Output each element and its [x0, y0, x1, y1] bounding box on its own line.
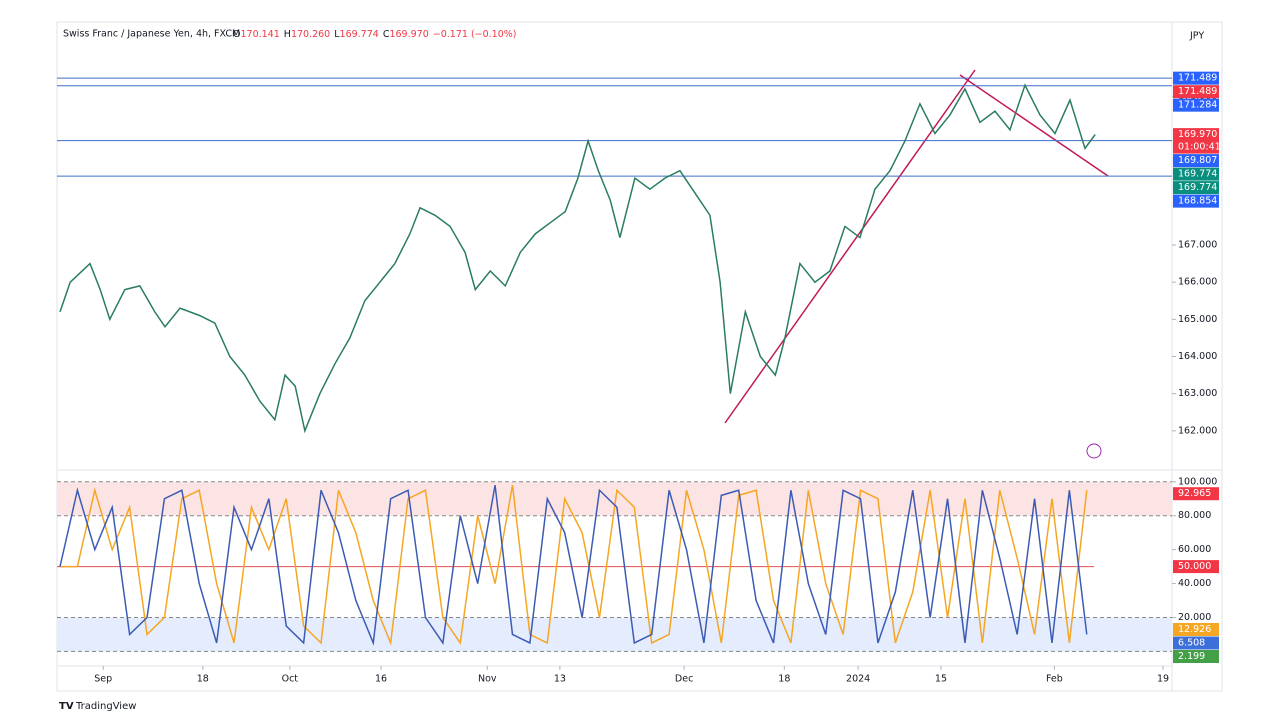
price-label: 169.774 — [1178, 169, 1217, 180]
y-tick-label: 162.000 — [1178, 425, 1217, 436]
x-tick-label: 2024 — [846, 674, 870, 685]
ohlc-key: C — [383, 29, 390, 40]
x-tick-label: 16 — [375, 674, 387, 685]
ohlc-key: H — [284, 29, 291, 40]
currency: JPY — [1189, 31, 1204, 42]
y-tick-label: 166.000 — [1178, 277, 1217, 288]
price-label: 2.199 — [1178, 651, 1205, 662]
series-line — [59, 83, 1096, 434]
x-tick-label: Oct — [282, 674, 299, 685]
ohlc: O170.141 H170.260 L169.774 C169.970 −0.171 (… — [233, 29, 517, 40]
x-tick-label: 18 — [197, 674, 209, 685]
price-label: 168.854 — [1178, 196, 1217, 207]
x-tick-label: Nov — [478, 674, 497, 685]
y-tick-label: 167.000 — [1178, 240, 1217, 251]
price-label: 171.489 — [1178, 86, 1217, 97]
price-label: 169.807 — [1178, 155, 1217, 166]
price-label: 171.284 — [1178, 100, 1217, 111]
countdown: 01:00:41 — [1178, 142, 1221, 153]
brand-logo: TV — [59, 701, 74, 712]
price-label: 171.489 — [1178, 73, 1217, 84]
x-tick-label: Dec — [675, 674, 693, 685]
price-label-box — [1173, 623, 1219, 637]
price-label-box — [1173, 128, 1219, 142]
x-tick-label: 19 — [1157, 674, 1169, 685]
x-tick-label: 13 — [554, 674, 566, 685]
price-label-box — [1173, 98, 1219, 112]
y-tick-label: 100.000 — [1178, 476, 1217, 487]
change: −0.171 (−0.10%) — [433, 29, 517, 40]
y-tick-label: 60.000 — [1178, 544, 1211, 555]
price-label: 6.508 — [1178, 638, 1205, 649]
ohlc-value: 170.260 — [291, 29, 330, 40]
price-label-box — [1173, 194, 1219, 208]
y-tick-label: 80.000 — [1178, 510, 1211, 521]
frame — [56, 21, 1223, 692]
x-tick-label: Feb — [1046, 674, 1063, 685]
ohlc-key: L — [334, 29, 340, 40]
price-label: 50.000 — [1178, 561, 1211, 572]
x-tick-label: 15 — [935, 674, 947, 685]
price-label-box — [1173, 71, 1219, 85]
price-label: 92.965 — [1178, 488, 1211, 499]
price-label-box — [1173, 636, 1219, 650]
countdown-box — [1173, 140, 1219, 154]
band — [57, 617, 1172, 652]
brand: TradingView — [75, 701, 136, 712]
y-tick-label: 40.000 — [1178, 578, 1211, 589]
trend-line — [959, 74, 1109, 177]
alert-icon[interactable] — [1086, 443, 1102, 459]
price-label-box — [1173, 650, 1219, 664]
x-tick-label: Sep — [94, 674, 112, 685]
y-tick-label: 163.000 — [1178, 388, 1217, 399]
price-label-box — [1173, 181, 1219, 195]
series-line — [59, 485, 1088, 646]
y-tick-label: 20.000 — [1178, 612, 1211, 623]
price-label-box — [1173, 560, 1219, 574]
series-line — [60, 485, 1088, 646]
price-label-box — [1173, 167, 1219, 181]
price-label-box — [1173, 487, 1219, 501]
symbol-title: Swiss Franc / Japanese Yen, 4h, FXCM — [63, 29, 240, 40]
ohlc-value: 169.970 — [389, 29, 428, 40]
y-tick-label: 165.000 — [1178, 314, 1217, 325]
trend-line — [724, 69, 976, 424]
price-label: 12.926 — [1178, 624, 1211, 635]
price-label: 169.774 — [1178, 182, 1217, 193]
y-tick-label: 164.000 — [1178, 351, 1217, 362]
price-label-box — [1173, 85, 1219, 99]
price-label: 169.970 — [1178, 129, 1217, 140]
x-tick-label: 18 — [778, 674, 790, 685]
ohlc-key: O — [233, 29, 240, 40]
ohlc-value: 169.774 — [340, 29, 379, 40]
price-label-box — [1173, 154, 1219, 168]
ohlc-value: 170.141 — [240, 29, 279, 40]
